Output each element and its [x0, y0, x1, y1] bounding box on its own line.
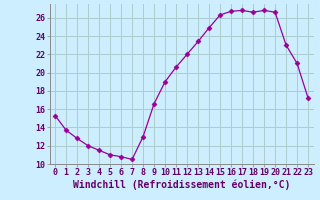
X-axis label: Windchill (Refroidissement éolien,°C): Windchill (Refroidissement éolien,°C) — [73, 180, 290, 190]
